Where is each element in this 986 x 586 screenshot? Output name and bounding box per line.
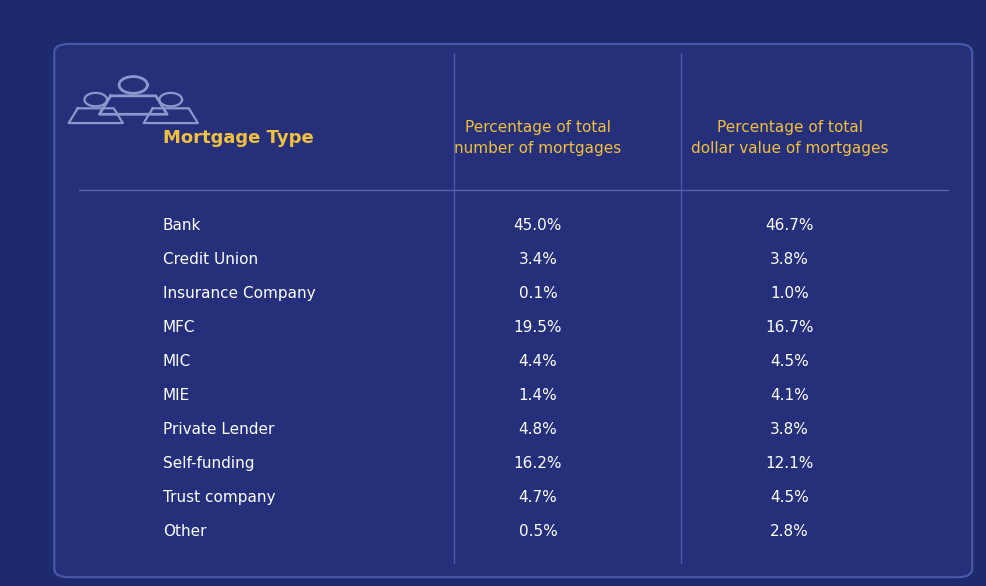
Text: 0.1%: 0.1% bbox=[518, 286, 557, 301]
Text: Insurance Company: Insurance Company bbox=[163, 286, 316, 301]
Text: MFC: MFC bbox=[163, 320, 195, 335]
Text: 3.8%: 3.8% bbox=[769, 252, 809, 267]
Text: 1.0%: 1.0% bbox=[769, 286, 809, 301]
Text: 2.8%: 2.8% bbox=[769, 524, 809, 539]
Text: Self-funding: Self-funding bbox=[163, 456, 254, 471]
Text: Percentage of total
number of mortgages: Percentage of total number of mortgages bbox=[454, 120, 621, 156]
Text: 3.4%: 3.4% bbox=[518, 252, 557, 267]
Text: MIE: MIE bbox=[163, 388, 190, 403]
Text: Other: Other bbox=[163, 524, 206, 539]
Text: 12.1%: 12.1% bbox=[764, 456, 813, 471]
Text: 16.2%: 16.2% bbox=[513, 456, 562, 471]
Text: Private Lender: Private Lender bbox=[163, 422, 274, 437]
Text: 19.5%: 19.5% bbox=[513, 320, 562, 335]
Text: 45.0%: 45.0% bbox=[513, 218, 562, 233]
Text: 0.5%: 0.5% bbox=[518, 524, 557, 539]
Text: Credit Union: Credit Union bbox=[163, 252, 257, 267]
Text: Percentage of total
dollar value of mortgages: Percentage of total dollar value of mort… bbox=[690, 120, 887, 156]
Text: 1.4%: 1.4% bbox=[518, 388, 557, 403]
Text: 3.8%: 3.8% bbox=[769, 422, 809, 437]
Text: Trust company: Trust company bbox=[163, 490, 275, 505]
FancyBboxPatch shape bbox=[54, 44, 971, 577]
Text: 4.8%: 4.8% bbox=[518, 422, 557, 437]
Text: 4.1%: 4.1% bbox=[769, 388, 809, 403]
Text: 46.7%: 46.7% bbox=[764, 218, 813, 233]
Text: 4.5%: 4.5% bbox=[769, 490, 809, 505]
Text: Bank: Bank bbox=[163, 218, 201, 233]
Text: 4.5%: 4.5% bbox=[769, 354, 809, 369]
Text: Mortgage Type: Mortgage Type bbox=[163, 129, 314, 146]
Text: MIC: MIC bbox=[163, 354, 191, 369]
Text: 4.7%: 4.7% bbox=[518, 490, 557, 505]
Text: 16.7%: 16.7% bbox=[764, 320, 813, 335]
Text: 4.4%: 4.4% bbox=[518, 354, 557, 369]
